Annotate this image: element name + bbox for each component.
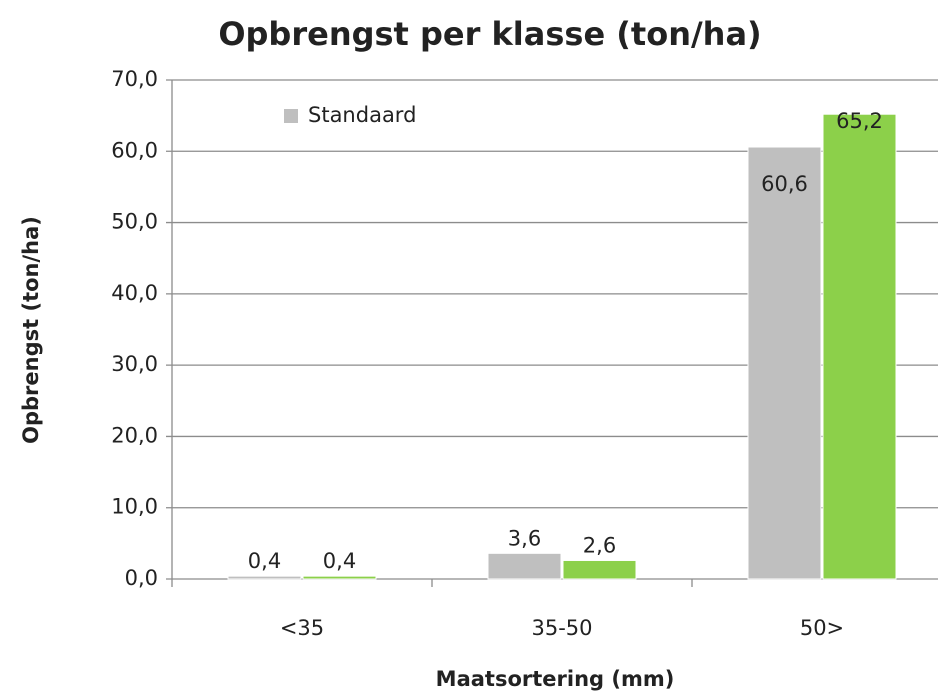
bar bbox=[747, 146, 822, 580]
y-tick-label: 60,0 bbox=[111, 138, 158, 162]
bar bbox=[562, 559, 637, 580]
x-axis-title: Maatsortering (mm) bbox=[436, 667, 675, 691]
y-tick-label: 10,0 bbox=[111, 495, 158, 519]
data-label: 60,6 bbox=[761, 172, 808, 196]
bar bbox=[227, 575, 302, 580]
data-label: 0,4 bbox=[323, 549, 356, 573]
y-tick-label: 70,0 bbox=[111, 67, 158, 91]
data-label: 3,6 bbox=[508, 526, 541, 550]
x-tick-label: 50> bbox=[800, 616, 844, 640]
bar bbox=[822, 113, 897, 580]
bar bbox=[487, 552, 562, 580]
legend-swatch bbox=[284, 109, 298, 123]
y-tick-label: 20,0 bbox=[111, 423, 158, 447]
x-tick-label: 35-50 bbox=[531, 616, 592, 640]
y-tick-label: 0,0 bbox=[125, 566, 158, 590]
y-axis-title: Opbrengst (ton/ha) bbox=[19, 216, 43, 444]
data-label: 65,2 bbox=[836, 109, 883, 133]
legend-label: Standaard bbox=[308, 103, 416, 127]
data-label: 0,4 bbox=[248, 549, 281, 573]
y-tick-label: 30,0 bbox=[111, 352, 158, 376]
y-tick-label: 50,0 bbox=[111, 210, 158, 234]
y-tick-label: 40,0 bbox=[111, 281, 158, 305]
bar bbox=[302, 575, 377, 580]
chart-title: Opbrengst per klasse (ton/ha) bbox=[218, 15, 761, 53]
data-label: 2,6 bbox=[583, 533, 616, 557]
x-tick-label: <35 bbox=[280, 616, 324, 640]
